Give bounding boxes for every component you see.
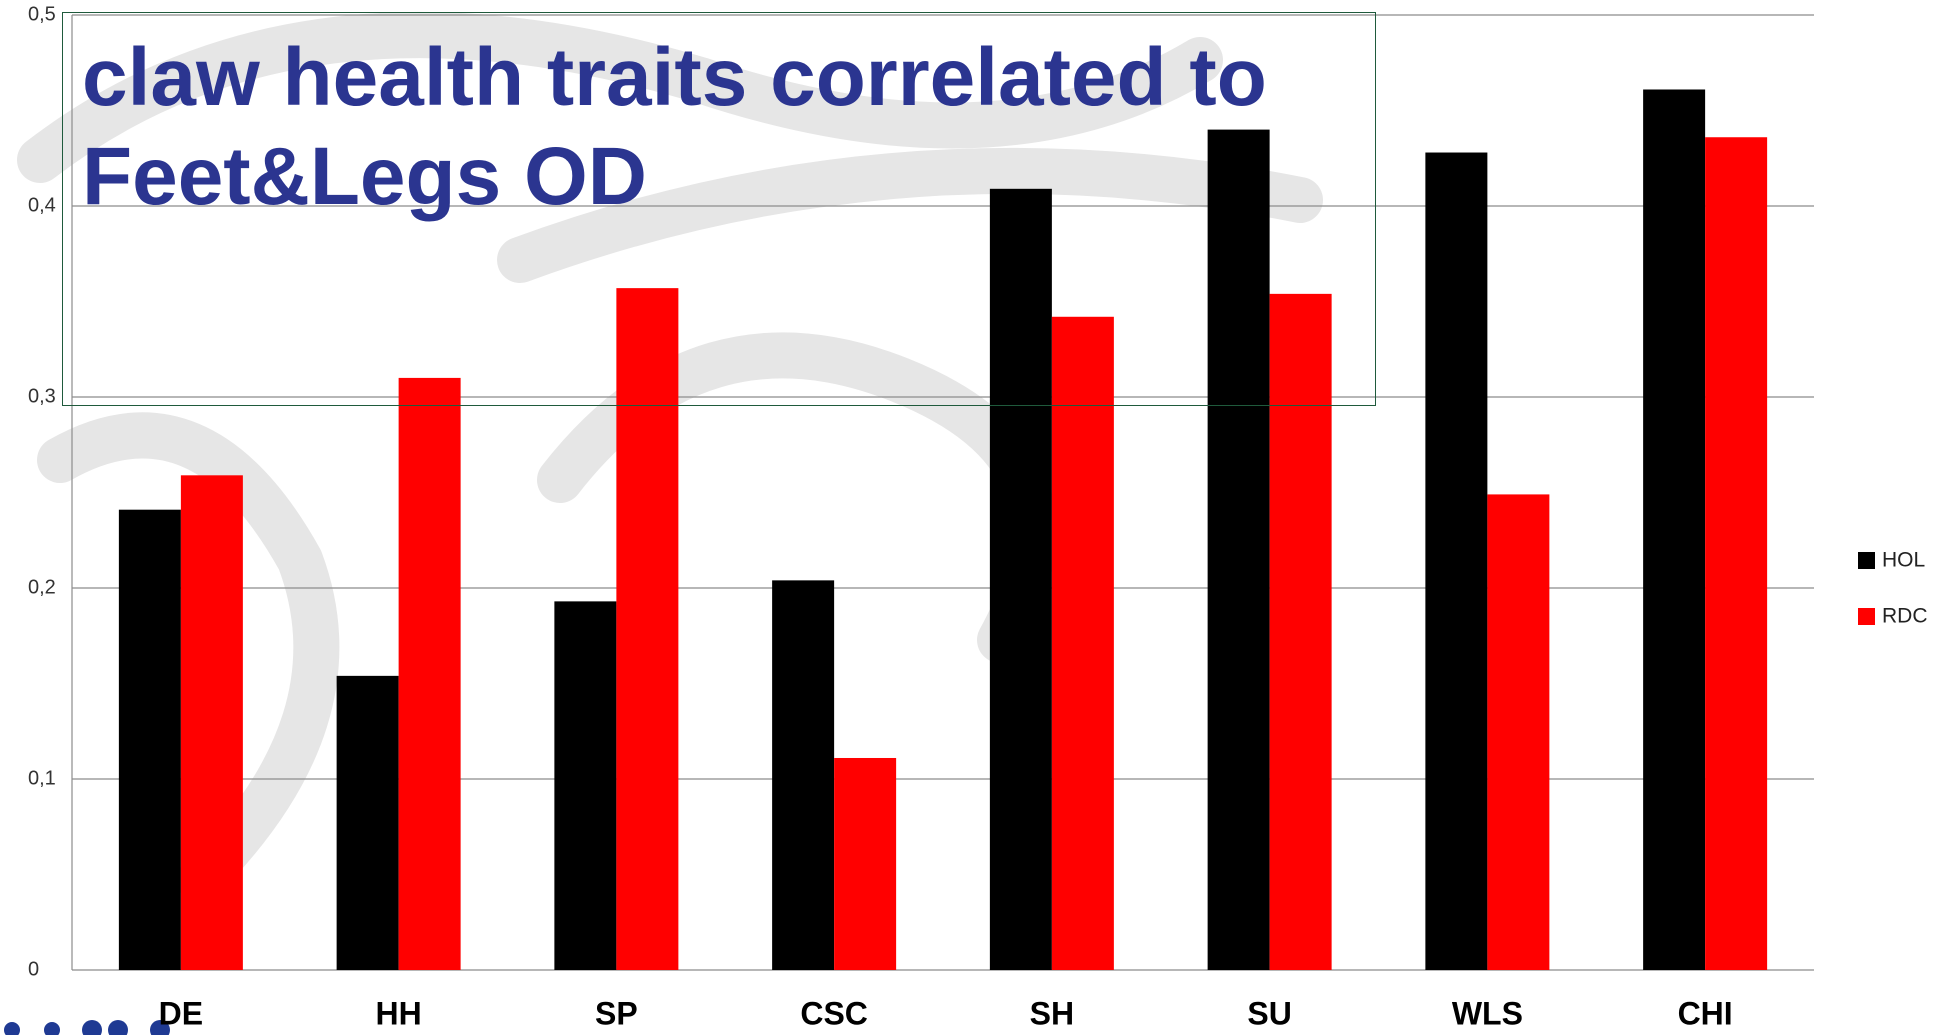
bar [1207,129,1270,971]
bar [1487,494,1550,970]
watermark-curve [37,412,340,903]
logo [4,1020,170,1035]
legend-label: RDC [1882,605,1928,628]
watermark-curve [17,12,1223,183]
x-tick-label: SH [1030,995,1074,1031]
y-tick-label: 0,3 [28,385,56,407]
logo-dot [4,1022,20,1035]
chart-title: claw health traits correlated to Feet&Le… [82,32,1267,222]
bar [336,675,399,970]
y-tick-label: 0,4 [28,194,56,216]
bar [1269,293,1332,970]
logo-dot [82,1020,102,1035]
y-tick-label: 0,2 [28,576,56,598]
bar [398,377,461,970]
x-tick-label: DE [159,995,203,1031]
x-tick-label: HH [376,995,422,1031]
x-tick-label: SU [1247,995,1291,1031]
logo-dot [150,1020,170,1035]
bar [118,509,181,970]
y-tick-label: 0 [28,958,39,980]
x-tick-label: CHI [1678,995,1733,1031]
bar [1425,152,1488,970]
x-tick-label: WLS [1452,995,1523,1031]
legend-label: HOL [1882,549,1925,572]
bar [989,188,1052,970]
bar [180,475,243,970]
bar [1705,137,1768,971]
logo-dot [108,1020,128,1035]
bar [772,580,835,970]
y-tick-label: 0,5 [28,3,56,25]
bar [834,757,897,970]
x-tick-label: SP [595,995,638,1031]
legend-swatch [1858,552,1875,569]
bar [554,601,617,970]
watermark-curve [497,147,1323,283]
bar [616,288,679,970]
title-box [62,12,1376,406]
y-tick-label: 0,1 [28,767,56,789]
bar [1051,316,1114,970]
logo-dot [44,1022,60,1035]
legend-swatch [1858,608,1875,625]
bar [1643,89,1706,971]
x-tick-label: CSC [800,995,868,1031]
